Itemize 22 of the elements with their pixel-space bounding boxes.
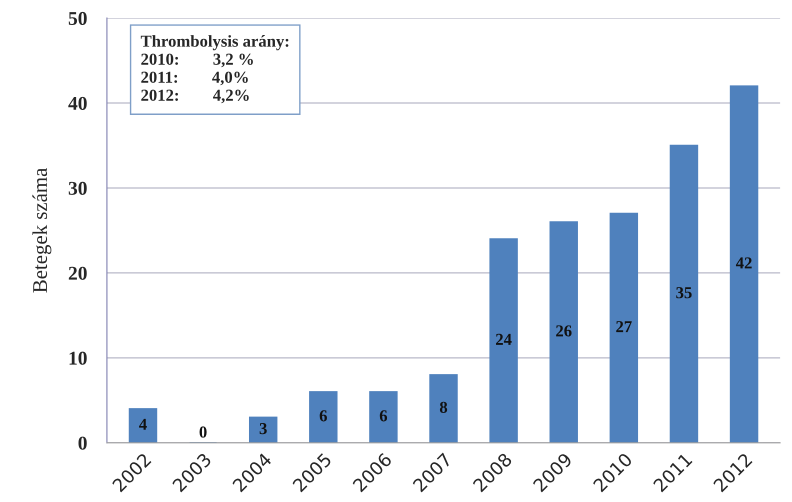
annotation: 2012: 4,2% <box>141 90 249 104</box>
y-tick-label: 20 <box>68 266 87 280</box>
y-tick-label: 40 <box>68 96 87 110</box>
data-label: 24 <box>496 334 512 345</box>
data-label: 6 <box>380 410 388 422</box>
data-label: 8 <box>440 402 448 413</box>
data-label: 26 <box>556 325 572 337</box>
y-tick-label: 0 <box>78 436 87 450</box>
data-label: 42 <box>736 257 752 268</box>
data-label: 6 <box>320 410 327 422</box>
y-axis-title: Betegek száma <box>32 168 52 293</box>
annotation: 2010: 3,2 % <box>141 54 253 68</box>
data-label: 3 <box>260 422 267 434</box>
data-label: 35 <box>676 287 692 298</box>
data-label: 4 <box>139 418 147 430</box>
y-tick-label: 10 <box>70 352 87 365</box>
data-label: 27 <box>616 321 632 332</box>
annotation: Thrombolysis arány: <box>140 35 288 50</box>
data-label: 0 <box>200 426 207 438</box>
annotation: 2011: 4,0% <box>141 72 248 86</box>
y-tick-label: 30 <box>68 182 87 195</box>
y-tick-label: 50 <box>68 12 87 26</box>
